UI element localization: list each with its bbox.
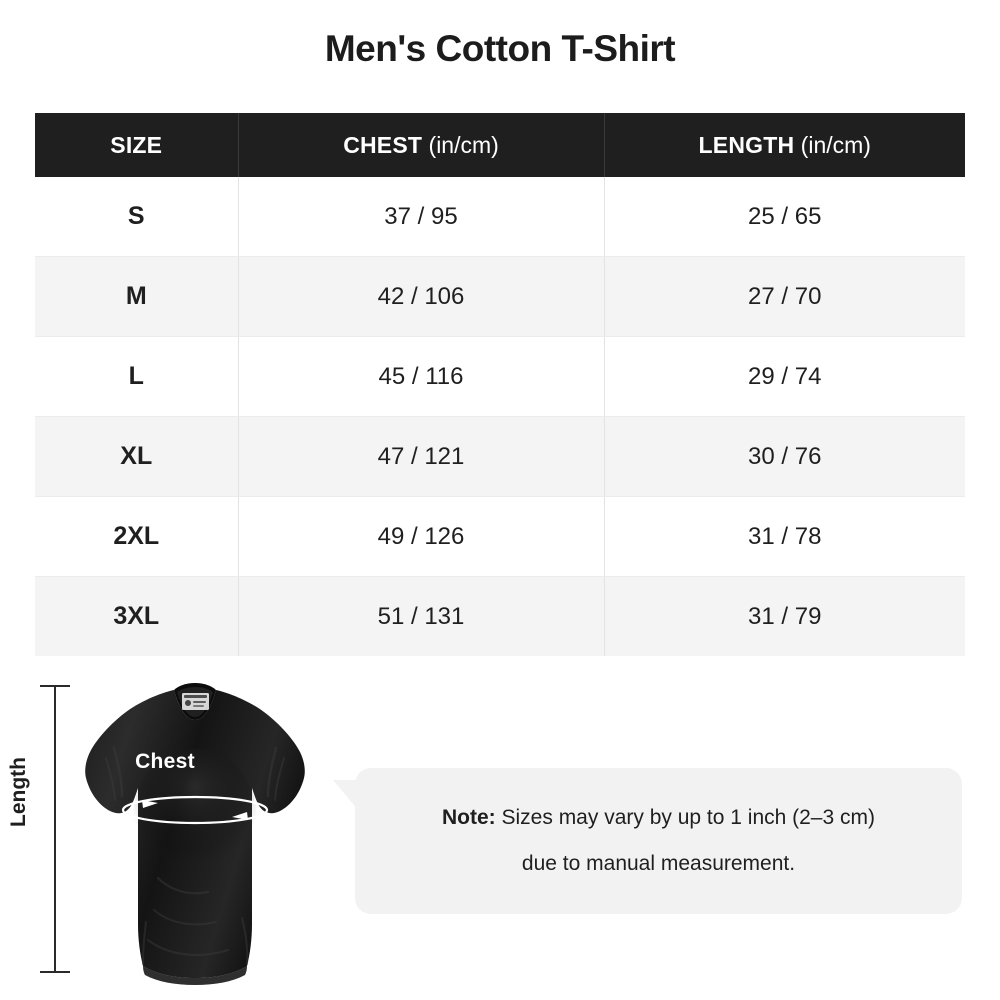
column-header-size: SIZE: [35, 113, 238, 177]
chest-dimension-label: Chest: [135, 750, 195, 773]
note-text: Note: Sizes may vary by up to 1 inch (2–…: [371, 768, 946, 914]
cell-size: L: [35, 336, 239, 417]
cell-size: XL: [35, 416, 239, 497]
cell-length: 30 / 76: [604, 416, 965, 497]
note-callout: Note: Sizes may vary by up to 1 inch (2–…: [355, 768, 962, 914]
table-header-row: SIZE CHEST (in/cm) LENGTH (in/cm): [35, 113, 965, 177]
cell-chest: 42 / 106: [238, 256, 605, 337]
chest-measure-ellipse: [121, 795, 269, 825]
length-dimension-line: [38, 682, 72, 976]
cell-size: 2XL: [35, 496, 239, 577]
cell-length: 25 / 65: [604, 177, 965, 257]
size-chart-table: SIZE CHEST (in/cm) LENGTH (in/cm) S 37 /…: [35, 113, 965, 656]
column-header-length-unit: (in/cm): [794, 131, 871, 158]
page-title: Men's Cotton T-Shirt: [324, 28, 676, 69]
tshirt-image: [70, 678, 320, 996]
chest-arrow-left: [142, 800, 158, 808]
column-header-length: LENGTH (in/cm): [603, 113, 965, 177]
column-header-chest-unit: (in/cm): [422, 131, 499, 158]
length-dimension-bar: [54, 686, 56, 972]
length-tick-bottom: [40, 971, 70, 973]
cell-size: S: [35, 177, 239, 257]
cell-chest: 45 / 116: [238, 336, 605, 417]
note-prefix: Note:: [442, 806, 496, 829]
cell-chest: 37 / 95: [238, 177, 605, 257]
length-dimension-label: Length: [7, 757, 30, 827]
table-row: XL 47 / 121 30 / 76: [35, 416, 965, 497]
table-row: L 45 / 116 29 / 74: [35, 336, 965, 417]
measurement-illustration: Length: [0, 660, 1000, 1000]
tshirt-highlight: [133, 748, 257, 888]
table-row: S 37 / 95 25 / 65: [35, 177, 965, 257]
cell-chest: 47 / 121: [238, 416, 605, 497]
cell-chest: 51 / 131: [238, 576, 605, 656]
column-header-chest-label: CHEST: [343, 131, 423, 158]
cell-size: 3XL: [35, 576, 239, 656]
cell-length: 31 / 78: [604, 496, 965, 577]
note-line2: due to manual measurement.: [521, 852, 796, 875]
tshirt-hem: [143, 966, 247, 985]
cell-length: 27 / 70: [604, 256, 965, 337]
column-header-length-label: LENGTH: [698, 131, 795, 158]
cell-length: 31 / 79: [604, 576, 965, 656]
chest-arrow-right: [232, 812, 248, 820]
cell-length: 29 / 74: [604, 336, 965, 417]
table-row: 2XL 49 / 126 31 / 78: [35, 496, 965, 577]
cell-chest: 49 / 126: [238, 496, 605, 577]
table-row: M 42 / 106 27 / 70: [35, 256, 965, 337]
column-header-size-label: SIZE: [110, 131, 163, 158]
note-line1-rest: Sizes may vary by up to 1 inch (2–3 cm): [495, 806, 875, 829]
tshirt-fabric-folds: [105, 746, 285, 965]
cell-size: M: [35, 256, 239, 337]
column-header-chest: CHEST (in/cm): [237, 113, 604, 177]
table-row: 3XL 51 / 131 31 / 79: [35, 576, 965, 656]
